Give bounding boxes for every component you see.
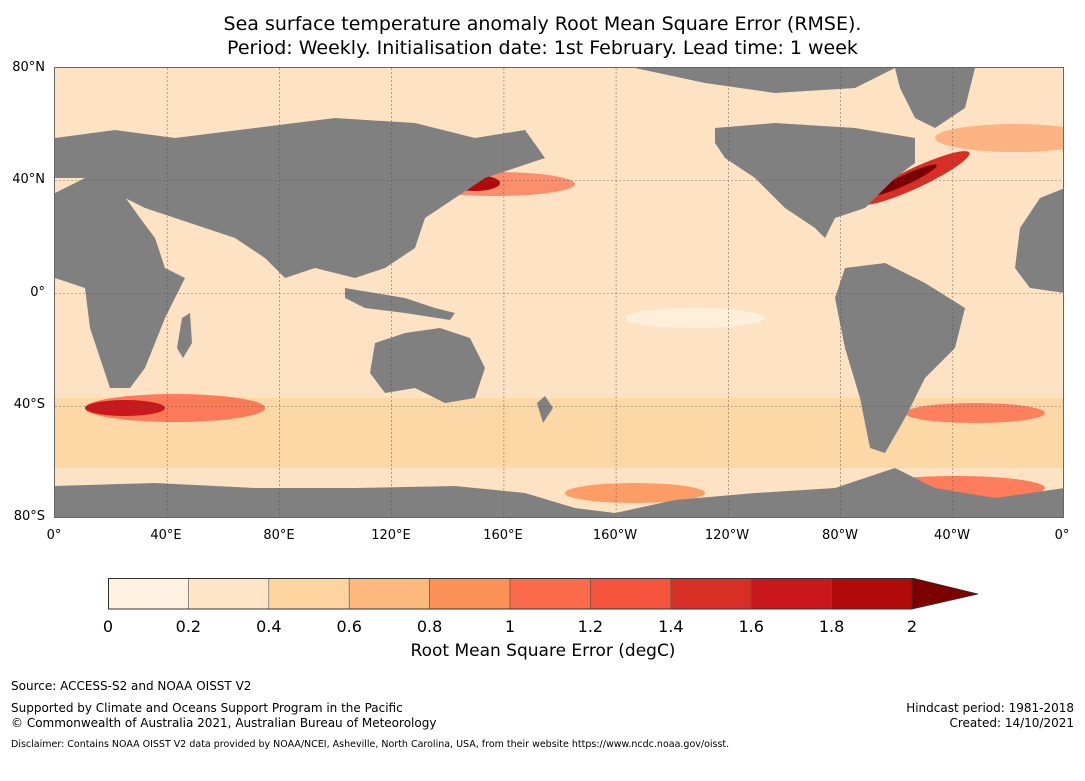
- antarctica-landmass: [55, 468, 1063, 517]
- lon-label-80w: 80°W: [822, 528, 858, 543]
- north-atlantic-band: [935, 124, 1063, 152]
- colorbar-tick-label: 0.2: [175, 617, 202, 636]
- disclaimer-text: Disclaimer: Contains NOAA OISST V2 data …: [11, 739, 730, 750]
- lon-label-160e: 160°E: [483, 528, 523, 543]
- colorbar-tick-label: 0.4: [256, 617, 282, 636]
- new-zealand-landmass: [537, 396, 553, 423]
- colorbar-bin-5: [509, 578, 591, 610]
- colorbar-tick-label: 1.8: [818, 617, 845, 636]
- lon-label-40e: 40°E: [150, 528, 182, 543]
- source-text: Source: ACCESS-S2 and NOAA OISST V2: [11, 679, 252, 693]
- lon-label-80e: 80°E: [263, 528, 295, 543]
- colorbar-tick-label: 0.6: [336, 617, 362, 636]
- colorbar-tick-label: 2: [906, 617, 918, 636]
- indonesia-landmass: [345, 288, 455, 320]
- chart-title-line-2: Period: Weekly. Initialisation date: 1st…: [227, 37, 858, 59]
- equatorial-pacific-band: [625, 308, 765, 328]
- eurasia-landmass: [55, 118, 545, 278]
- agulhas-core: [85, 400, 165, 416]
- colorbar-bin-7: [670, 578, 752, 610]
- lon-label-120e: 120°E: [371, 528, 411, 543]
- copyright-text: © Commonwealth of Australia 2021, Austra…: [11, 716, 437, 730]
- colorbar-outline: [108, 578, 913, 610]
- support-text: Supported by Climate and Oceans Support …: [11, 701, 403, 715]
- chart-title-line-1: Sea surface temperature anomaly Root Mea…: [223, 13, 862, 35]
- colorbar-tick-label: 1: [504, 617, 516, 636]
- lat-label-40n: 40°N: [12, 172, 45, 187]
- colorbar-bin-1: [188, 578, 270, 610]
- colorbar-extend-arrow: [911, 578, 979, 610]
- colorbar-bin-6: [590, 578, 672, 610]
- lat-label-40s: 40°S: [13, 397, 45, 412]
- lon-label-160w: 160°W: [592, 528, 638, 543]
- madagascar-landmass: [177, 313, 192, 358]
- gridlines: [55, 68, 1063, 517]
- lat-label-0: 0°: [30, 285, 45, 300]
- greenland-landmass: [895, 68, 975, 128]
- lon-label-0-left: 0°: [46, 528, 62, 543]
- lon-label-120w: 120°W: [704, 528, 750, 543]
- lon-label-40w: 40°W: [934, 528, 970, 543]
- lon-label-0-right: 0°: [1054, 528, 1070, 543]
- colorbar-tick-label: 0: [102, 617, 114, 636]
- colorbar-bin-0: [108, 578, 189, 610]
- colorbar-bin-8: [750, 578, 832, 610]
- australia-landmass: [370, 328, 485, 403]
- lat-label-80s: 80°S: [13, 509, 45, 524]
- map-canvas: [55, 68, 1063, 517]
- colorbar-bin-4: [429, 578, 511, 610]
- colorbar-bin-2: [268, 578, 350, 610]
- colorbar: [108, 578, 979, 610]
- colorbar-tick-label: 1.6: [738, 617, 764, 636]
- south-america-landmass: [835, 263, 965, 453]
- ross-hotspot: [565, 483, 705, 503]
- created-text: Created: 14/10/2021: [949, 716, 1074, 730]
- africa-landmass: [55, 178, 185, 388]
- colorbar-bin-9: [831, 578, 913, 610]
- rmse-map: [54, 67, 1064, 518]
- lat-label-80n: 80°N: [12, 60, 45, 75]
- africa-west-landmass: [1015, 188, 1063, 293]
- brazil-malvinas-hotspot: [905, 403, 1045, 423]
- colorbar-label: Root Mean Square Error (degC): [410, 641, 676, 661]
- colorbar-tick-label: 0.8: [416, 617, 443, 636]
- colorbar-tick-label: 1.4: [658, 617, 684, 636]
- gulf-stream-core: [873, 164, 937, 196]
- colorbar-tick-label: 1.2: [577, 617, 604, 636]
- arctic-landmass: [635, 68, 895, 93]
- hindcast-text: Hindcast period: 1981-2018: [906, 701, 1074, 715]
- colorbar-bin-3: [348, 578, 430, 610]
